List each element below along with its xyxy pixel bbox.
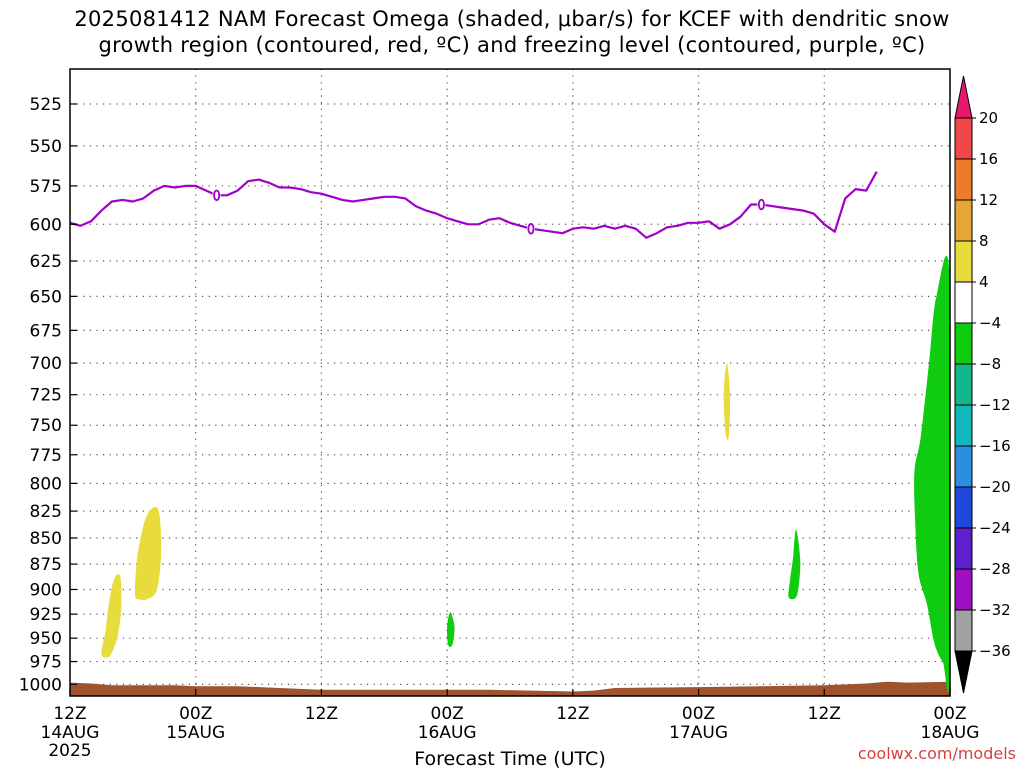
y-tick-label: 775 (30, 446, 62, 466)
surface-fill (70, 681, 950, 696)
colorbar-label: −8 (979, 355, 1001, 373)
omega-region (134, 507, 162, 601)
x-tick-date-label: 14AUG (41, 723, 100, 743)
x-tick-year-label: 2025 (48, 741, 91, 761)
colorbar-label: −32 (979, 601, 1011, 619)
credit-text: coolwx.com/models (858, 744, 1016, 763)
freezing-level-label (213, 189, 221, 201)
colorbar-segment (954, 568, 973, 611)
x-tick-label: 00Z (682, 704, 715, 724)
y-tick-label: 600 (30, 215, 62, 235)
title-line-2: growth region (contoured, red, ºC) and f… (98, 33, 926, 57)
x-tick-label: 12Z (808, 704, 841, 724)
title-line-1: 2025081412 NAM Forecast Omega (shaded, μ… (74, 7, 950, 31)
x-tick-label: 00Z (179, 704, 212, 724)
x-tick-date-label: 17AUG (669, 723, 728, 743)
colorbar-label: −24 (979, 519, 1011, 537)
colorbar-label: 8 (979, 232, 989, 250)
y-tick-label: 575 (30, 177, 62, 197)
colorbar-segment (954, 363, 973, 406)
chart-title: 2025081412 NAM Forecast Omega (shaded, μ… (0, 6, 1024, 58)
colorbar-top-arrow (954, 75, 973, 119)
colorbar-label: 20 (979, 109, 998, 127)
y-tick-label: 725 (30, 386, 62, 406)
plot-frame (69, 68, 951, 697)
y-tick-label: 625 (30, 252, 62, 272)
y-tick-label: 975 (30, 653, 62, 673)
freezing-level-label-bg (757, 197, 766, 212)
y-tick-label: 525 (30, 95, 62, 115)
colorbar-segment (954, 281, 973, 324)
x-tick-label: 00Z (431, 704, 464, 724)
omega-region (101, 574, 122, 658)
x-axis-label: Forecast Time (UTC) (414, 748, 605, 768)
x-tick-label: 12Z (305, 704, 338, 724)
colorbar-segment (954, 404, 973, 447)
colorbar-segment (954, 158, 973, 201)
y-tick-label: 875 (30, 555, 62, 575)
freezing-level-line (70, 171, 878, 239)
colorbar-segment (954, 527, 973, 570)
colorbar: 20 16 12 8 4 −4 −8 −12 −16 −20 −24 −28 −32 −36 (954, 75, 1011, 694)
omega-region (914, 255, 950, 693)
x-tick-date-label: 15AUG (166, 723, 225, 743)
colorbar-label: −4 (979, 314, 1001, 332)
y-tick-label: 675 (30, 321, 62, 341)
colorbar-label: 16 (979, 150, 998, 168)
y-tick-label: 925 (30, 605, 62, 625)
x-tick-date-label: 16AUG (418, 723, 477, 743)
colorbar-segment (954, 117, 973, 160)
y-tick-label: 825 (30, 502, 62, 522)
freezing-level-label-bg (212, 188, 221, 203)
colorbar-segment (954, 486, 973, 529)
x-tick-label: 12Z (556, 704, 589, 724)
y-tick-label: 850 (30, 529, 62, 549)
colorbar-segment (954, 609, 973, 652)
grid-lines (70, 69, 950, 696)
x-tick-label: 00Z (933, 704, 966, 724)
y-tick-label: 900 (30, 580, 62, 600)
omega-region (447, 612, 455, 648)
y-tick-label: 950 (30, 629, 62, 649)
omega-region (723, 363, 731, 440)
data-layer (70, 171, 950, 696)
colorbar-bottom-arrow (954, 650, 973, 694)
x-tick-date-label: 18AUG (921, 723, 980, 743)
x-tick-label: 12Z (53, 704, 86, 724)
freezing-level-label-bg (526, 221, 535, 236)
omega-region (788, 529, 801, 600)
y-tick-label: 650 (30, 287, 62, 307)
colorbar-label: 12 (979, 191, 998, 209)
colorbar-label: −36 (979, 642, 1011, 660)
colorbar-label: 4 (979, 273, 989, 291)
y-tick-label: 800 (30, 474, 62, 494)
freezing-level-label (757, 198, 765, 211)
colorbar-label: −20 (979, 478, 1011, 496)
axis-ticks: 525 550 575 600 625 650 675 700 725 750 775 800 825 8… (19, 95, 980, 761)
colorbar-label: −12 (979, 396, 1011, 414)
colorbar-segment (954, 199, 973, 242)
y-tick-label: 750 (30, 416, 62, 436)
freezing-level-label (527, 223, 535, 235)
y-tick-label: 700 (30, 354, 62, 374)
colorbar-segment (954, 322, 973, 365)
colorbar-segment (954, 445, 973, 488)
colorbar-segment (954, 240, 973, 283)
y-tick-label: 550 (30, 137, 62, 157)
colorbar-label: −28 (979, 560, 1011, 578)
colorbar-label: −16 (979, 437, 1011, 455)
y-tick-label: 1000 (19, 675, 62, 695)
